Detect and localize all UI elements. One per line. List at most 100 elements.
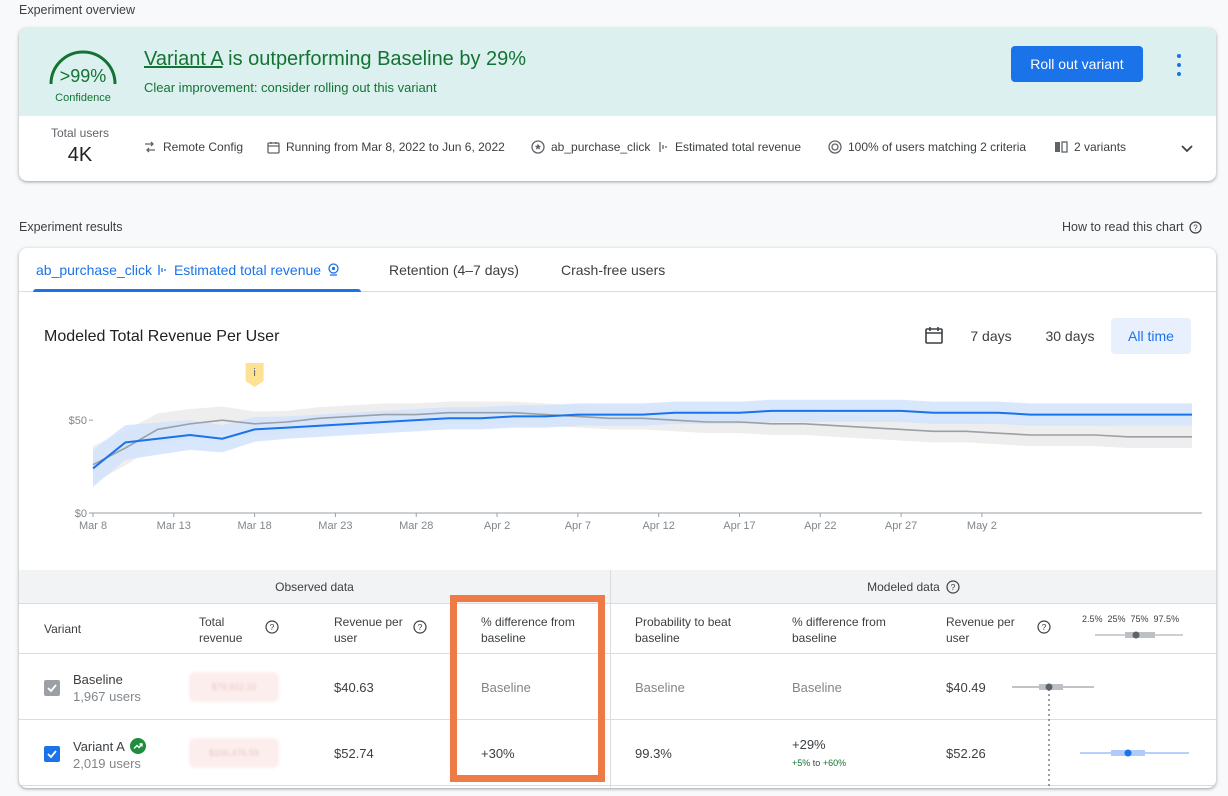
col-pct-diff-modeled: % difference from baseline xyxy=(792,615,886,645)
meta-remote-config: Remote Config xyxy=(143,140,243,154)
pct-diff-range: +5% to +60% xyxy=(792,758,846,768)
x-tick-label: May 2 xyxy=(967,520,997,532)
x-tick-label: Apr 7 xyxy=(565,520,591,532)
total-revenue-value: $106,476.59 xyxy=(189,738,279,768)
svg-text:?: ? xyxy=(950,582,955,592)
percentile-label: 75% xyxy=(1130,614,1149,624)
variants-icon xyxy=(1055,141,1068,153)
meta-goal-text: ab_purchase_click xyxy=(551,140,651,154)
svg-text:?: ? xyxy=(1042,622,1047,632)
metric-bars-icon xyxy=(659,142,667,152)
confidence-band xyxy=(93,399,1192,487)
x-tick-label: Mar 28 xyxy=(399,520,433,532)
remote-config-icon xyxy=(145,141,155,153)
calendar-icon xyxy=(267,141,280,154)
chart-title: Modeled Total Revenue Per User xyxy=(44,328,280,345)
range-all-time-button[interactable]: All time xyxy=(1111,318,1191,354)
variant-name: Variant A xyxy=(73,738,125,754)
col-probability-to-beat: Probability to beat baseline xyxy=(635,615,732,645)
modeled-data-header: Modeled data ? xyxy=(611,570,1216,604)
help-icon[interactable]: ? xyxy=(265,620,279,634)
col-revenue-per-user-observed: Revenue per user xyxy=(334,615,403,645)
tab-crash-free-users[interactable]: Crash-free users xyxy=(561,262,666,278)
meta-running-dates: Running from Mar 8, 2022 to Jun 6, 2022 xyxy=(267,140,505,154)
badge-icon xyxy=(328,263,339,276)
meta-metric: Estimated total revenue xyxy=(659,140,801,154)
col-variant: Variant xyxy=(44,622,82,636)
check-icon xyxy=(47,750,57,759)
metric-bars-icon xyxy=(158,265,166,275)
variant-a-checkbox[interactable] xyxy=(44,746,60,762)
variant-a-series-line xyxy=(92,409,1192,470)
confidence-value: >99% xyxy=(59,66,107,86)
percentile-label: 2.5% xyxy=(1082,614,1103,624)
pct-diff-observed: Baseline xyxy=(481,680,531,695)
date-picker-calendar-icon[interactable] xyxy=(924,325,944,345)
variant-name: Baseline xyxy=(73,672,123,687)
baseline-series-line xyxy=(92,411,1192,466)
percentile-legend: 2.5% 25% 75% 97.5% xyxy=(1082,614,1179,624)
revenue-line-chart: $0 $50 Mar 8 Mar 13 Mar 18 Mar 23 Mar 28 Apr 2 A… xyxy=(69,363,1202,532)
active-tab-indicator xyxy=(33,289,361,292)
revenue-per-user-observed: $52.74 xyxy=(334,746,374,761)
meta-metric-text: Estimated total revenue xyxy=(675,140,802,154)
pct-range-high: +60% xyxy=(822,758,847,768)
annotation-marker-label: i xyxy=(253,367,255,379)
col-pct-diff-observed: % difference from baseline xyxy=(481,615,575,645)
confidence-gauge: >99% Confidence xyxy=(43,46,123,106)
expand-chevron-down-icon[interactable] xyxy=(1179,140,1195,156)
more-options-icon[interactable] xyxy=(1169,54,1189,76)
tab-retention[interactable]: Retention (4–7 days) xyxy=(389,262,519,278)
headline-text: is outperforming Baseline by 29% xyxy=(222,48,527,70)
x-tick-label: Apr 12 xyxy=(642,520,674,532)
help-icon[interactable]: ? xyxy=(946,579,960,594)
svg-text:?: ? xyxy=(418,622,423,632)
metric-tabs: ab_purchase_click Estimated total revenu… xyxy=(19,248,1216,292)
how-to-read-link[interactable]: How to read this chart ? xyxy=(1062,220,1202,234)
tab-metric-text: Estimated total revenue xyxy=(173,262,322,278)
tab-goal-text: ab_purchase_click xyxy=(36,262,152,278)
modeled-data-header-text: Modeled data xyxy=(867,579,940,594)
percentile-label: 25% xyxy=(1107,614,1126,624)
x-tick-label: Mar 18 xyxy=(237,520,271,532)
variant-link[interactable]: Variant A xyxy=(144,48,223,70)
x-tick-label: Apr 17 xyxy=(723,520,755,532)
results-section-label: Experiment results xyxy=(19,220,123,234)
range-7-days-button[interactable]: 7 days xyxy=(970,328,1012,344)
meta-goal: ab_purchase_click xyxy=(531,140,650,154)
baseline-reference-line xyxy=(1048,684,1050,788)
pct-range-to: to xyxy=(812,758,821,768)
y-tick-label: $50 xyxy=(69,415,87,427)
x-tick-label: Apr 2 xyxy=(484,520,510,532)
x-tick-label: Apr 22 xyxy=(804,520,836,532)
probability-to-beat: 99.3% xyxy=(635,746,672,761)
help-icon[interactable]: ? xyxy=(413,620,427,634)
percentile-legend-glyph xyxy=(1095,631,1183,639)
baseline-checkbox[interactable] xyxy=(44,680,60,696)
meta-remote-config-text: Remote Config xyxy=(163,140,244,154)
svg-text:?: ? xyxy=(270,622,275,632)
x-tick-label: Apr 27 xyxy=(885,520,917,532)
y-tick-label: $0 xyxy=(75,508,87,520)
total-users-label: Total users xyxy=(50,126,110,140)
range-30-days-button[interactable]: 30 days xyxy=(1045,328,1095,344)
svg-text:?: ? xyxy=(1193,223,1198,232)
pct-diff-modeled: Baseline xyxy=(792,680,842,695)
total-users-value: 4K xyxy=(67,144,93,166)
help-icon[interactable]: ? xyxy=(1037,620,1051,634)
tab-estimated-total-revenue[interactable]: ab_purchase_click Estimated total revenu… xyxy=(36,262,340,278)
meta-variants-text: 2 variants xyxy=(1074,140,1127,154)
meta-targeting-text: 100% of users matching 2 criteria xyxy=(848,140,1027,154)
goal-star-icon xyxy=(531,140,545,154)
col-revenue-per-user-modeled: Revenue per user xyxy=(946,615,1015,645)
observed-modeled-divider xyxy=(610,570,611,788)
roll-out-variant-button[interactable]: Roll out variant xyxy=(1011,46,1143,82)
overview-card: >99% Confidence Variant A is outperformi… xyxy=(19,28,1216,181)
col-total-revenue: Total revenue xyxy=(199,615,243,645)
total-revenue-value: $79,922.32 xyxy=(189,672,279,702)
x-tick-label: Mar 8 xyxy=(79,520,107,532)
baseline-interval-plot xyxy=(1012,683,1094,691)
result-subline: Clear improvement: consider rolling out … xyxy=(144,80,437,95)
x-tick-label: Mar 13 xyxy=(157,520,191,532)
variant-a-interval-plot xyxy=(1080,749,1189,757)
